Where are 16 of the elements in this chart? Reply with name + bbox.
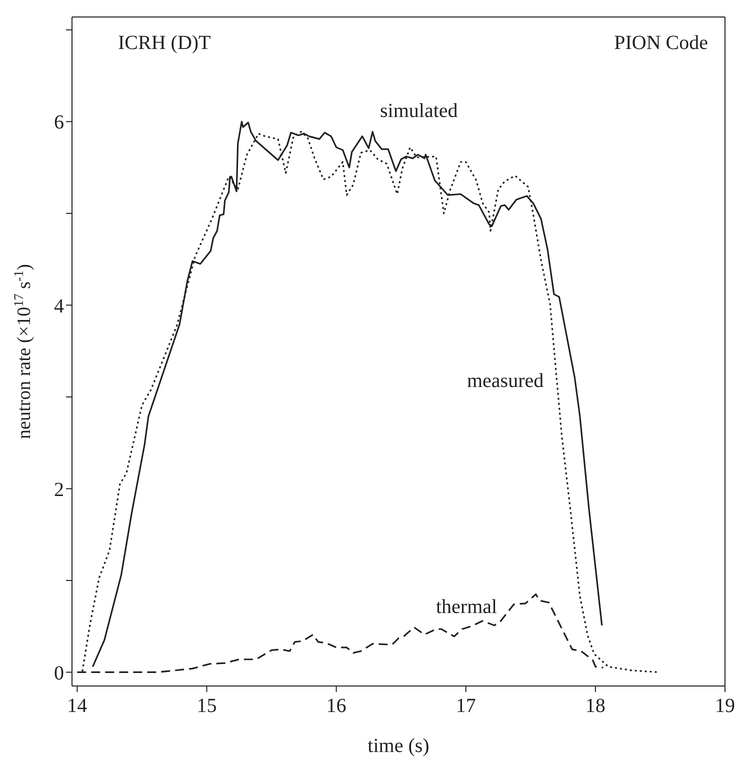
series-label: thermal bbox=[436, 596, 498, 619]
x-tick-label: 17 bbox=[456, 695, 476, 718]
y-tick-label: 4 bbox=[54, 295, 64, 318]
series-label: measured bbox=[467, 370, 544, 393]
y-tick-label: 2 bbox=[54, 478, 64, 501]
x-axis-title: time (s) bbox=[368, 735, 430, 757]
y-tick-label: 6 bbox=[54, 112, 64, 134]
x-tick-label: 14 bbox=[67, 695, 88, 718]
annotation: ICRH (D)T bbox=[118, 32, 211, 55]
x-tick-label: 18 bbox=[585, 695, 606, 718]
x-tick-label: 16 bbox=[326, 695, 346, 718]
x-tick-label: 19 bbox=[715, 695, 735, 718]
annotation: PION Code bbox=[614, 32, 708, 55]
y-tick-label: 0 bbox=[54, 662, 64, 684]
series-label: simulated bbox=[380, 100, 458, 123]
x-tick-label: 15 bbox=[196, 695, 217, 718]
